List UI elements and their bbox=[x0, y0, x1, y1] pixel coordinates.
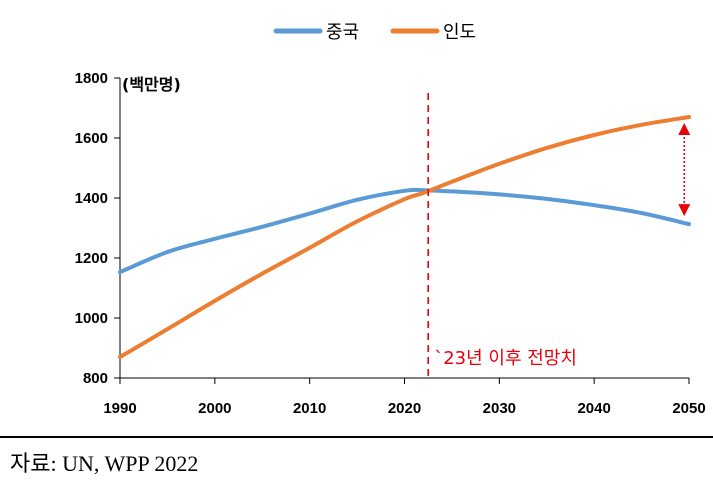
gap-arrow-head-down bbox=[678, 204, 691, 217]
legend-label: 인도 bbox=[443, 22, 476, 43]
x-tick-label: 2050 bbox=[672, 400, 705, 417]
x-axis: 1990 2000 2010 2020 2030 2040 2050 bbox=[103, 377, 706, 417]
series-lines bbox=[118, 115, 691, 359]
unit-label: (백만명) bbox=[122, 75, 181, 94]
y-tick-label: 1200 bbox=[75, 250, 108, 267]
x-tick-label: 2040 bbox=[577, 400, 610, 417]
y-tick-label: 1400 bbox=[75, 190, 108, 207]
india-series-line bbox=[118, 115, 691, 359]
population-chart: 중국 인도 (백만명) 800 1000 1200 1400 1600 1800 1990 2… bbox=[75, 22, 706, 417]
legend-label: 중국 bbox=[326, 22, 359, 43]
y-axis: 800 1000 1200 1400 1600 1800 bbox=[75, 70, 121, 387]
y-tick-label: 1800 bbox=[75, 70, 108, 87]
legend-item-china: 중국 bbox=[273, 22, 359, 43]
y-tick-label: 1600 bbox=[75, 130, 108, 147]
gap-arrow-head-up bbox=[678, 123, 691, 135]
x-tick-label: 2010 bbox=[293, 400, 326, 417]
legend-item-india: 인도 bbox=[390, 22, 476, 43]
y-tick-label: 800 bbox=[83, 370, 108, 387]
x-tick-label: 2020 bbox=[388, 400, 421, 417]
x-tick-label: 2000 bbox=[198, 400, 231, 417]
projection-annotation: `23년 이후 전망치 bbox=[434, 348, 577, 369]
china-series-line bbox=[118, 187, 691, 275]
source-divider bbox=[0, 436, 713, 438]
legend: 중국 인도 bbox=[273, 22, 476, 43]
source-note: 자료: UN, WPP 2022 bbox=[10, 451, 199, 476]
y-tick-label: 1000 bbox=[75, 310, 108, 327]
x-tick-label: 2030 bbox=[483, 400, 516, 417]
projection-overlay: `23년 이후 전망치 bbox=[427, 93, 691, 376]
x-tick-label: 1990 bbox=[103, 400, 136, 417]
